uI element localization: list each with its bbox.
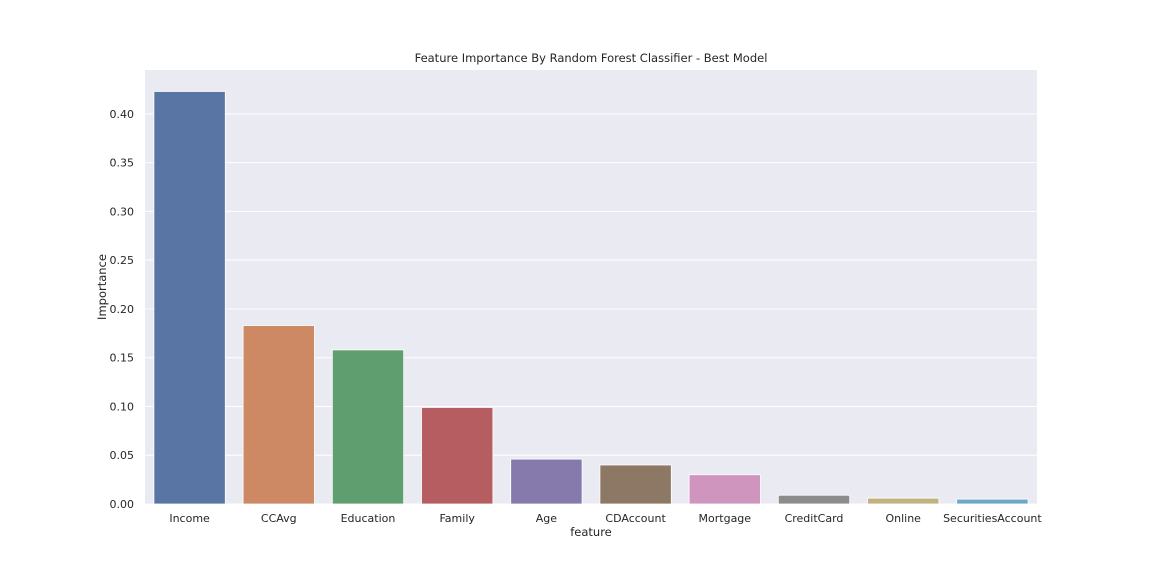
x-tick-label: SecuritiesAccount: [943, 512, 1042, 525]
y-tick-label: 0.05: [110, 449, 135, 462]
x-axis-ticks: Income CCAvg Education Family Age CDAccount Mo…: [169, 512, 1042, 525]
chart-title: Feature Importance By Random Forest Clas…: [415, 51, 768, 65]
x-axis-title: feature: [570, 525, 612, 539]
x-tick-label: Family: [439, 512, 475, 525]
x-tick-label: Mortgage: [699, 512, 752, 525]
bar-creditcard: [777, 494, 851, 505]
x-tick-label: CreditCard: [785, 512, 844, 525]
bar-age: [510, 458, 583, 505]
y-tick-label: 0.20: [110, 303, 135, 316]
bar-mortgage: [688, 474, 761, 505]
bar-family: [421, 407, 494, 505]
bar-income: [153, 91, 226, 505]
y-tick-label: 0.35: [110, 157, 135, 170]
y-tick-label: 0.25: [110, 254, 135, 267]
y-tick-label: 0.30: [110, 205, 135, 218]
x-tick-label: CDAccount: [605, 512, 666, 525]
x-tick-label: Income: [169, 512, 210, 525]
x-tick-label: Age: [536, 512, 558, 525]
bars: [153, 91, 1029, 505]
y-axis-title: Importance: [95, 254, 109, 320]
y-tick-label: 0.40: [110, 108, 135, 121]
x-tick-label: CCAvg: [261, 512, 297, 525]
y-tick-label: 0.00: [110, 498, 135, 511]
bar-securitiesaccount: [956, 498, 1029, 505]
y-tick-label: 0.15: [110, 352, 135, 365]
bar-online: [867, 497, 940, 505]
y-tick-label: 0.10: [110, 400, 135, 413]
bar-education: [331, 349, 405, 505]
y-axis-ticks: 0.00 0.05 0.10 0.15 0.20 0.25 0.30 0.35 0.40: [110, 108, 135, 511]
x-tick-label: Education: [341, 512, 396, 525]
bar-ccavg: [242, 325, 315, 505]
bar-cdaccount: [599, 464, 672, 505]
x-tick-label: Online: [885, 512, 921, 525]
